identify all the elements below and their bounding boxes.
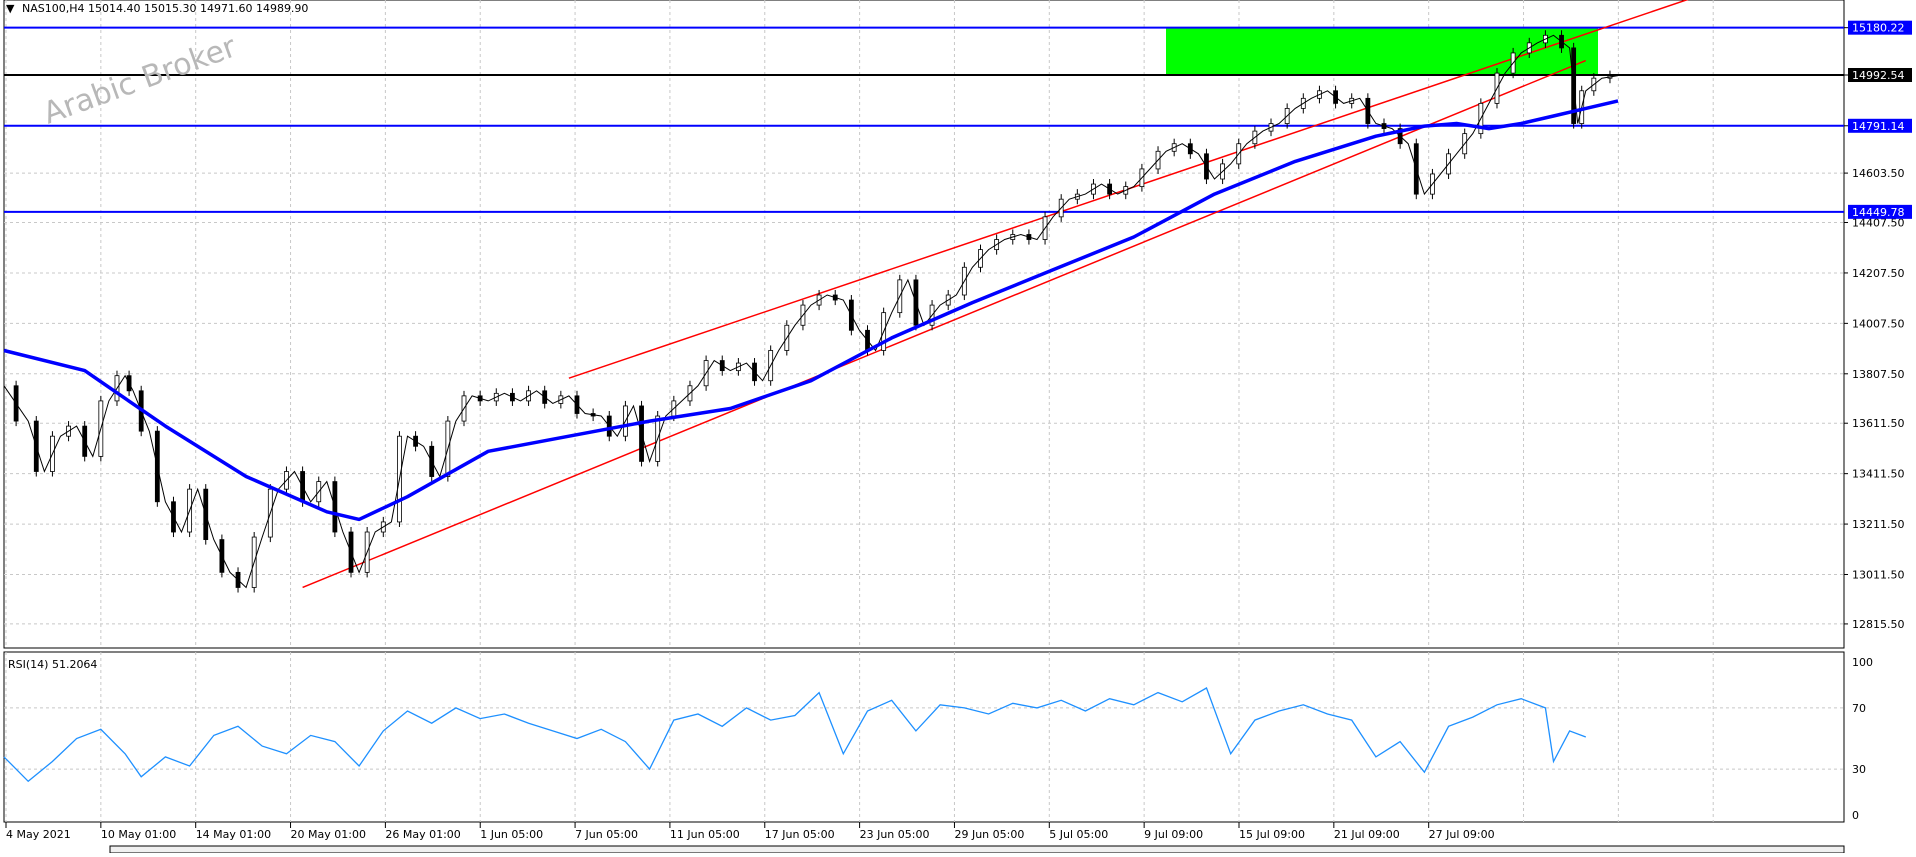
level-label-14791.14: 14791.14 xyxy=(1852,120,1905,133)
moving-average xyxy=(3,99,1619,522)
main-panel-frame xyxy=(3,0,1845,649)
time-tick-label-15: 27 Jul 09:00 xyxy=(1429,828,1495,841)
level-label-14449.78: 14449.78 xyxy=(1852,206,1905,219)
price-line xyxy=(3,34,1619,589)
channel-upper-line[interactable] xyxy=(568,0,1731,379)
rsi-tick-label-70: 70 xyxy=(1852,702,1866,715)
level-label-bg-14791.14 xyxy=(1848,118,1912,133)
price-channel[interactable] xyxy=(302,0,1731,589)
time-tick-label-4: 26 May 01:00 xyxy=(385,828,460,841)
level-label-bg-14992.54 xyxy=(1848,68,1912,83)
horizontal-levels[interactable] xyxy=(4,26,1844,213)
time-tick-label-1: 10 May 01:00 xyxy=(101,828,176,841)
price-tick-label-13611.50: 13611.50 xyxy=(1852,417,1905,430)
time-tick-label-7: 11 Jun 05:00 xyxy=(670,828,740,841)
level-label-bg-15180.22 xyxy=(1848,20,1912,35)
resistance-zone[interactable] xyxy=(1166,27,1598,76)
time-tick-label-6: 7 Jun 05:00 xyxy=(575,828,638,841)
time-tick-label-9: 23 Jun 05:00 xyxy=(860,828,930,841)
price-tick-label-13807.50: 13807.50 xyxy=(1852,368,1905,381)
rsi-panel-frame xyxy=(3,651,1845,823)
header-arrow-icon[interactable]: ▼ xyxy=(6,2,15,15)
price-tick-label-14603.50: 14603.50 xyxy=(1852,167,1905,180)
price-tick-label-14207.50: 14207.50 xyxy=(1852,267,1905,280)
time-tick-label-8: 17 Jun 05:00 xyxy=(765,828,835,841)
time-tick-label-2: 14 May 01:00 xyxy=(196,828,271,841)
time-tick-label-10: 29 Jun 05:00 xyxy=(954,828,1024,841)
rsi-tick-label-100: 100 xyxy=(1852,656,1873,669)
symbol-header: NAS100,H4 15014.40 15015.30 14971.60 149… xyxy=(22,2,308,15)
rsi-series xyxy=(3,687,1587,783)
rsi-axis: 100 70 30 0 xyxy=(1852,656,1873,822)
price-tick-label-14007.50: 14007.50 xyxy=(1852,317,1905,330)
level-label-14992.54: 14992.54 xyxy=(1852,69,1905,82)
time-tick-label-11: 5 Jul 05:00 xyxy=(1049,828,1108,841)
time-tick-label-3: 20 May 01:00 xyxy=(291,828,366,841)
time-tick-label-14: 21 Jul 09:00 xyxy=(1334,828,1400,841)
rsi-header: RSI(14) 51.2064 xyxy=(8,658,97,671)
price-tick-label-14407.50: 14407.50 xyxy=(1852,217,1905,230)
time-tick-label-13: 15 Jul 09:00 xyxy=(1239,828,1305,841)
rsi-gridlines xyxy=(4,652,1844,822)
rsi-line xyxy=(3,687,1587,783)
time-axis: 4 May 2021 10 May 01:00 14 May 01:00 20 May… xyxy=(5,822,1495,841)
level-label-bg-14449.78 xyxy=(1848,204,1912,219)
price-tick-label-13211.50: 13211.50 xyxy=(1852,518,1905,531)
price-tick-label-13011.50: 13011.50 xyxy=(1852,569,1905,582)
main-gridlines xyxy=(4,0,1844,648)
price-tick-label-13411.50: 13411.50 xyxy=(1852,468,1905,481)
moving-average-line xyxy=(3,99,1619,522)
price-tick-label-12815.50: 12815.50 xyxy=(1852,618,1905,631)
time-tick-label-0: 4 May 2021 xyxy=(6,828,71,841)
rsi-tick-label-0: 0 xyxy=(1852,809,1859,822)
time-tick-label-5: 1 Jun 05:00 xyxy=(480,828,543,841)
level-label-15180.22: 15180.22 xyxy=(1852,22,1905,35)
rsi-tick-label-30: 30 xyxy=(1852,763,1866,776)
price-series xyxy=(3,30,1619,593)
time-tick-label-12: 9 Jul 09:00 xyxy=(1144,828,1203,841)
channel-lower-line[interactable] xyxy=(302,59,1587,589)
time-scroll-strip[interactable] xyxy=(109,845,1845,854)
price-axis: 14603.50 14407.50 14207.50 14007.50 13807.50… xyxy=(1844,27,1905,631)
level-labels: 15180.22 14992.54 14791.14 14449.78 xyxy=(1848,20,1912,219)
